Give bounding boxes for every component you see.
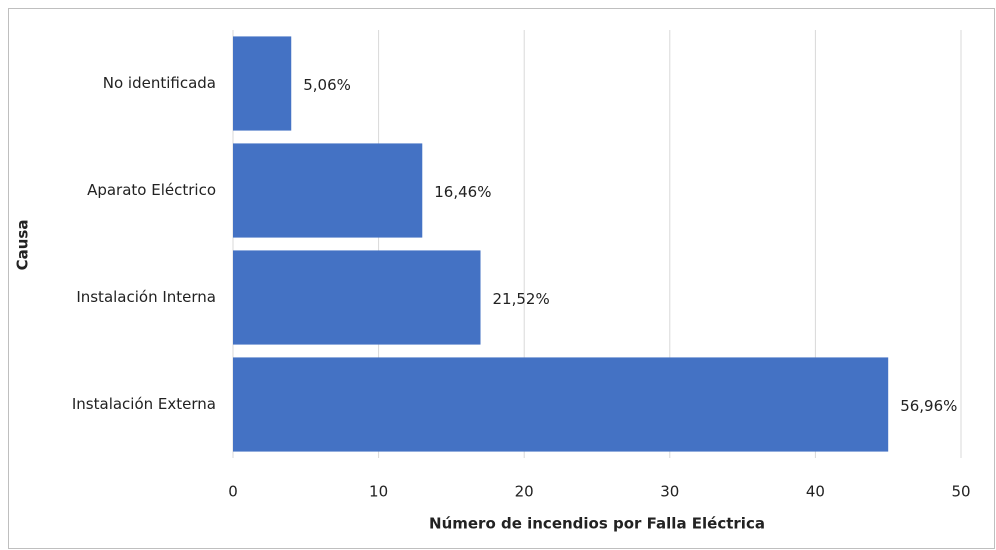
data-label: 5,06%: [303, 76, 351, 94]
bar: [233, 143, 423, 238]
x-tick-label: 50: [951, 483, 970, 501]
data-label: 16,46%: [434, 183, 491, 201]
y-axis-title: Causa: [14, 220, 32, 271]
y-tick-label: Instalación Externa: [72, 395, 216, 413]
bar: [233, 357, 889, 452]
bar: [233, 250, 481, 345]
chart-frame: [8, 8, 995, 549]
y-tick-label: Aparato Eléctrico: [87, 181, 216, 199]
x-tick-label: 0: [228, 483, 238, 501]
bar: [233, 36, 292, 131]
x-tick-label: 30: [660, 483, 679, 501]
data-label: 21,52%: [493, 290, 550, 308]
x-tick-label: 20: [515, 483, 534, 501]
x-tick-label: 40: [806, 483, 825, 501]
x-axis-title: Número de incendios por Falla Eléctrica: [429, 515, 765, 533]
x-tick-label: 10: [369, 483, 388, 501]
data-label: 56,96%: [900, 397, 957, 415]
y-tick-label: No identificada: [103, 74, 216, 92]
y-tick-label: Instalación Interna: [76, 288, 216, 306]
